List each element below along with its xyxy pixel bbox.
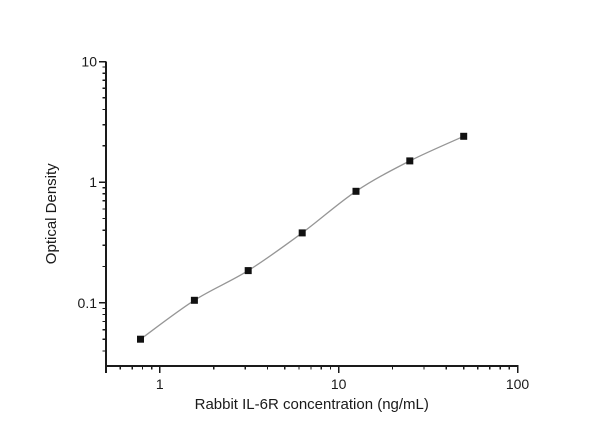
y-tick-label: 0.1 [78,295,98,311]
x-tick-label: 10 [331,376,347,392]
standard-curve-line [140,135,464,340]
data-point-marker [244,267,252,275]
data-point-marker [352,187,360,195]
data-point-marker [298,229,306,237]
y-axis-title: Optical Density [43,163,60,264]
x-tick-label: 1 [156,376,164,392]
data-point-marker [460,132,468,140]
x-axis-title: Rabbit IL-6R concentration (ng/mL) [195,396,429,413]
data-point-marker [406,157,414,165]
data-point-marker [190,296,198,304]
y-tick-label: 1 [89,174,97,190]
data-point-marker [137,335,144,343]
y-tick-label: 10 [81,54,97,70]
x-tick-label: 100 [506,376,530,392]
